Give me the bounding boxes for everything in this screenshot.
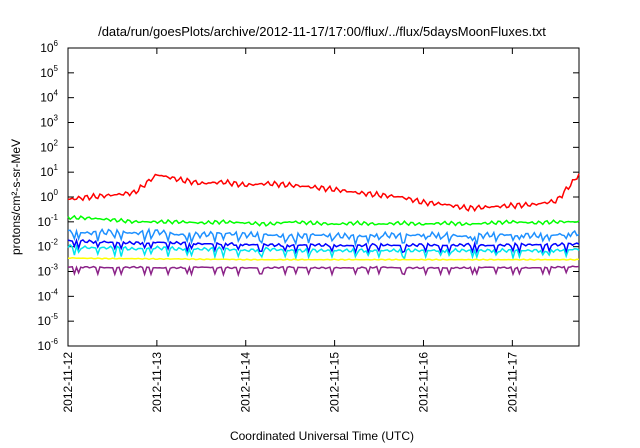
x-tick-label: 2012-11-16: [416, 352, 430, 413]
series-line-3: [67, 237, 580, 255]
y-tick-label: 10-4: [38, 287, 59, 303]
x-axis: 2012-11-12 2012-11-13 2012-11-14 2012-11-15…: [61, 48, 519, 413]
y-tick-label: 104: [40, 89, 58, 105]
x-tick-label: 2012-11-17: [505, 352, 519, 413]
plot-frame: [67, 47, 580, 347]
y-tick-label: 103: [40, 114, 58, 130]
y-tick-label: 10-3: [38, 263, 59, 279]
y-tick-label: 102: [40, 138, 58, 154]
series-line-0: [67, 173, 580, 213]
y-tick-label: 10-1: [38, 213, 59, 229]
x-tick-label: 2012-11-14: [239, 352, 253, 413]
x-tick-label: 2012-11-13: [150, 352, 164, 413]
y-tick-label: 10-5: [38, 312, 59, 328]
x-tick-label: 2012-11-12: [61, 352, 75, 413]
series-line-1: [67, 214, 580, 227]
series-line-6: [67, 265, 580, 278]
y-tick-label: 106: [40, 39, 58, 55]
y-tick-label: 101: [40, 163, 58, 179]
series-line-5: [68, 257, 580, 261]
series-line-4: [67, 243, 580, 261]
y-axis-label: protons/cm²-s-sr-MeV: [9, 139, 23, 255]
y-tick-label: 105: [40, 64, 58, 80]
series-lines: [67, 173, 580, 278]
x-tick-label: 2012-11-15: [328, 352, 342, 413]
y-tick-label: 10-6: [38, 337, 59, 353]
y-tick-label: 100: [40, 188, 58, 204]
series-line-2: [67, 227, 580, 248]
y-axis: 106 105 104 103 102 101 100 10-1 10-2 10-3 10-4 10-…: [38, 39, 579, 353]
chart-title: /data/run/goesPlots/archive/2012-11-17/1…: [98, 24, 546, 39]
y-tick-label: 10-2: [38, 238, 59, 254]
x-axis-label: Coordinated Universal Time (UTC): [230, 429, 414, 443]
